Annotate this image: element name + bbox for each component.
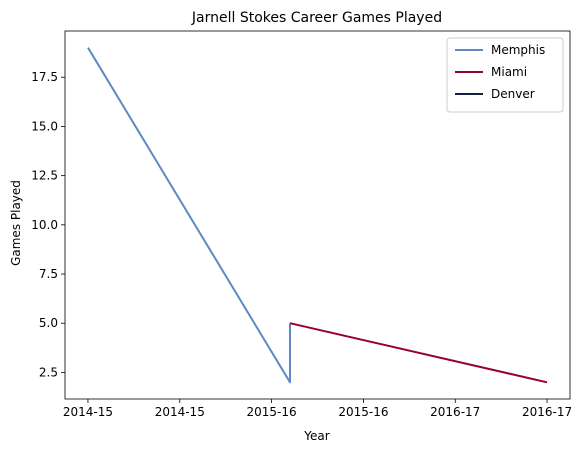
x-tick-label: 2016-17 bbox=[522, 405, 572, 419]
axes: 2014-15 2014-15 2015-16 2015-16 2016-17 2016-… bbox=[31, 30, 572, 419]
series-line-memphis bbox=[87, 47, 291, 384]
y-tick-label: 10.0 bbox=[31, 218, 58, 232]
x-axis-label: Year bbox=[303, 429, 329, 443]
x-tick-label: 2015-16 bbox=[338, 405, 388, 419]
y-tick-label: 7.5 bbox=[39, 267, 58, 281]
axes-frame bbox=[64, 30, 571, 400]
x-tick-label: 2016-17 bbox=[430, 405, 480, 419]
y-tick-label: 5.0 bbox=[39, 316, 58, 330]
legend-label: Miami bbox=[491, 65, 527, 79]
y-tick-label: 17.5 bbox=[31, 70, 58, 84]
legend-label: Denver bbox=[491, 87, 535, 101]
y-tick-label: 2.5 bbox=[39, 365, 58, 379]
plot-area bbox=[87, 47, 548, 384]
y-tick-label: 15.0 bbox=[31, 119, 58, 133]
y-tick-label: 12.5 bbox=[31, 169, 58, 183]
chart-title: Jarnell Stokes Career Games Played bbox=[191, 10, 442, 26]
legend-label: Memphis bbox=[491, 43, 545, 57]
x-tick-label: 2014-15 bbox=[155, 405, 205, 419]
y-axis-label: Games Played bbox=[9, 180, 23, 266]
series-line-miami bbox=[289, 322, 548, 384]
x-tick-label: 2014-15 bbox=[63, 405, 113, 419]
legend: Memphis Miami Denver bbox=[446, 37, 564, 113]
x-tick-label: 2015-16 bbox=[247, 405, 297, 419]
